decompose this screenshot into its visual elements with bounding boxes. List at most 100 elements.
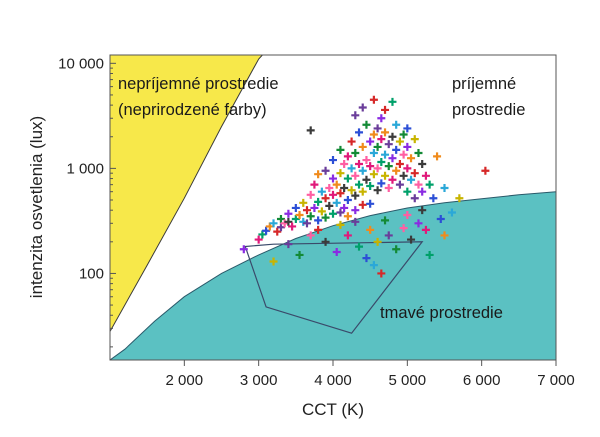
data-point	[336, 208, 345, 217]
data-point	[351, 217, 360, 226]
data-point	[403, 210, 412, 219]
data-point	[329, 209, 337, 218]
data-point	[336, 220, 345, 229]
data-point	[377, 135, 386, 144]
data-point	[388, 97, 397, 106]
data-point	[373, 124, 382, 133]
data-point	[355, 160, 364, 169]
data-point	[340, 160, 349, 169]
data-point	[381, 128, 390, 137]
x-tick-label: 7 000	[537, 372, 575, 389]
data-point	[362, 254, 371, 263]
data-point	[355, 128, 364, 137]
data-point	[358, 187, 367, 196]
data-point	[388, 154, 397, 163]
data-point	[381, 171, 390, 180]
data-point	[347, 186, 356, 195]
data-point	[351, 206, 360, 215]
data-point	[377, 179, 386, 188]
x-tick-label: 4 000	[314, 372, 352, 389]
data-point	[284, 209, 293, 218]
data-point	[421, 225, 430, 234]
data-point	[262, 226, 271, 235]
data-point	[314, 170, 323, 179]
data-point	[388, 132, 397, 141]
data-point	[325, 184, 334, 193]
x-tick-label: 6 000	[463, 372, 501, 389]
data-point	[366, 225, 375, 234]
data-point	[321, 237, 330, 246]
data-point	[399, 224, 408, 233]
data-point	[332, 247, 341, 256]
data-point	[418, 160, 427, 169]
data-point	[321, 166, 330, 175]
scatter-points	[239, 95, 490, 278]
data-point	[369, 261, 378, 270]
data-point	[362, 120, 371, 129]
data-point	[425, 250, 434, 259]
y-tick-label: 10 000	[58, 55, 104, 72]
data-point	[310, 203, 319, 212]
y-axis-ticks: 100 1 000 10 000	[58, 55, 116, 348]
data-point	[306, 126, 315, 135]
unpleasant-region-label-line-2: (neprirodzené farby)	[118, 101, 267, 119]
data-point	[362, 175, 371, 184]
data-point	[414, 180, 423, 189]
data-point	[336, 189, 345, 198]
data-point	[358, 142, 367, 151]
data-point	[302, 206, 311, 215]
data-point	[418, 206, 427, 215]
data-point	[410, 169, 419, 178]
data-point	[351, 191, 360, 200]
data-point	[407, 175, 416, 184]
data-point	[377, 269, 386, 278]
data-point	[369, 149, 378, 158]
data-point	[317, 187, 326, 196]
data-point	[399, 130, 408, 139]
unpleasant-region	[110, 55, 263, 333]
data-point	[399, 171, 408, 180]
data-point	[392, 145, 401, 154]
data-point	[310, 180, 319, 189]
data-point	[392, 166, 401, 175]
data-point	[329, 174, 337, 183]
data-point	[273, 227, 282, 236]
data-point	[332, 180, 341, 189]
y-axis-title: intenzita osvetlenia (lux)	[27, 116, 46, 298]
data-point	[306, 231, 315, 240]
data-point	[351, 111, 360, 120]
data-point	[362, 156, 371, 165]
data-point	[410, 194, 419, 203]
pleasant-region-label-line-1: príjemné	[452, 75, 516, 93]
data-point	[321, 213, 330, 222]
data-point	[440, 231, 449, 240]
data-point	[284, 240, 293, 249]
data-point	[381, 105, 390, 114]
data-point	[369, 95, 378, 104]
data-point	[288, 222, 297, 231]
data-point	[395, 160, 404, 169]
unpleasant-region-label-line-1: nepríjemné prostredie	[118, 75, 279, 93]
data-point	[347, 164, 356, 173]
data-point	[269, 257, 278, 266]
data-point	[329, 190, 337, 199]
data-point	[436, 214, 445, 223]
data-point	[429, 194, 438, 203]
data-point	[358, 103, 367, 112]
data-point	[351, 171, 360, 180]
data-point	[381, 150, 390, 159]
data-point	[343, 212, 352, 221]
data-point	[410, 135, 419, 144]
data-point	[295, 210, 304, 219]
data-point	[373, 237, 382, 246]
data-point	[340, 203, 349, 212]
data-point	[373, 142, 382, 151]
y-tick-label: 100	[79, 265, 104, 282]
data-point	[369, 130, 378, 139]
data-point	[299, 198, 308, 207]
data-point	[388, 175, 397, 184]
data-point	[325, 201, 334, 210]
data-point	[314, 216, 323, 225]
data-point	[384, 140, 393, 149]
data-point	[358, 200, 367, 209]
